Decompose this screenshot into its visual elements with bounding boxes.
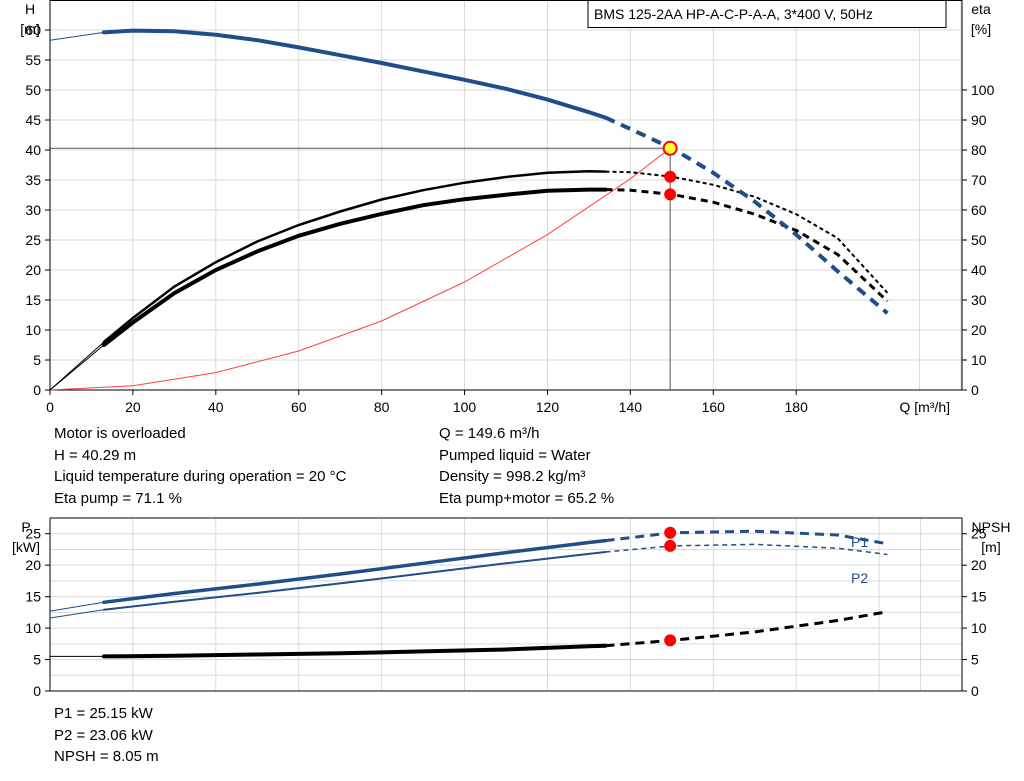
y-left-tick-label: 45 bbox=[25, 112, 41, 128]
y-right-tick-label: 5 bbox=[971, 652, 979, 668]
y-left-tick-label: 55 bbox=[25, 52, 41, 68]
y-right-axis-unit: [m] bbox=[981, 539, 1000, 555]
y-right-tick-label: 70 bbox=[971, 172, 987, 188]
x-tick-label: 160 bbox=[702, 399, 726, 415]
npsh-duty-marker bbox=[664, 634, 677, 647]
y-left-tick-label: 60 bbox=[25, 22, 41, 38]
npsh-value: NPSH = 8.05 m bbox=[54, 748, 159, 765]
x-tick-label: 20 bbox=[125, 399, 141, 415]
x-tick-label: 0 bbox=[46, 399, 54, 415]
p2-series-label: P2 bbox=[851, 570, 868, 586]
power-info: P1 = 25.15 kW P2 = 23.06 kW NPSH = 8.05 … bbox=[54, 703, 159, 768]
y-left-tick-label: 40 bbox=[25, 142, 41, 158]
duty-info-right: Q = 149.6 m³/h Pumped liquid = Water Den… bbox=[439, 423, 614, 509]
y-left-axis-unit: [kW] bbox=[12, 539, 40, 555]
y-right-axis-symbol: NPSH bbox=[972, 519, 1011, 535]
eta-pump-curve bbox=[102, 170, 607, 344]
y-left-tick-label: 5 bbox=[33, 652, 41, 668]
x-tick-label: 100 bbox=[453, 399, 477, 415]
y-right-tick-label: 25 bbox=[971, 526, 987, 542]
y-left-tick-label: 25 bbox=[25, 526, 41, 542]
y-left-tick-label: 10 bbox=[25, 322, 41, 338]
y-left-tick-label: 20 bbox=[25, 557, 41, 573]
chart-title: BMS 125-2AA HP-A-C-P-A-A, 3*400 V, 50Hz bbox=[594, 6, 873, 22]
y-left-tick-label: 25 bbox=[25, 232, 41, 248]
p1-value: P1 = 25.15 kW bbox=[54, 705, 153, 722]
p1-extended-segment bbox=[605, 529, 888, 546]
eta-pump-motor-duty-marker bbox=[664, 188, 677, 201]
y-right-axis-unit: [%] bbox=[971, 21, 991, 37]
p2-lowflow-segment bbox=[49, 609, 104, 619]
p1-duty-marker bbox=[664, 526, 677, 539]
y-right-tick-label: 60 bbox=[971, 202, 987, 218]
eta-pump-value: Eta pump = 71.1 % bbox=[54, 489, 182, 507]
y-right-tick-label: 0 bbox=[971, 382, 979, 398]
p1-lowflow-segment bbox=[49, 601, 104, 612]
y-right-tick-label: 20 bbox=[971, 557, 987, 573]
y-right-axis-symbol: eta bbox=[971, 1, 991, 17]
y-right-tick-label: 20 bbox=[971, 322, 987, 338]
y-right-tick-label: 40 bbox=[971, 262, 987, 278]
y-right-tick-label: 10 bbox=[971, 352, 987, 368]
eta-pump-extended-segment bbox=[605, 170, 889, 294]
head-efficiency-panel: 0 20 40 60 80 100 120 140 160 1800510152025303540… bbox=[20, 0, 995, 415]
x-tick-label: 120 bbox=[536, 399, 560, 415]
head-extended-segment bbox=[604, 115, 889, 315]
y-left-axis-unit: [m] bbox=[20, 21, 39, 37]
p2-value: P2 = 23.06 kW bbox=[54, 726, 153, 744]
y-right-tick-label: 80 bbox=[971, 142, 987, 158]
eta-pump-motor-value: Eta pump+motor = 65.2 % bbox=[439, 489, 615, 507]
head-curve bbox=[101, 28, 608, 120]
duty-info-left: Motor is overloaded H = 40.29 m Liquid t… bbox=[54, 423, 346, 509]
y-left-tick-label: 5 bbox=[33, 352, 41, 368]
y-right-tick-label: 100 bbox=[971, 82, 995, 98]
y-right-tick-label: 0 bbox=[971, 683, 979, 699]
eta-pump-duty-marker bbox=[664, 170, 677, 183]
npsh-extended-segment bbox=[605, 610, 888, 648]
x-tick-label: 40 bbox=[208, 399, 224, 415]
liquid-temperature: Liquid temperature during operation = 20… bbox=[54, 468, 347, 485]
y-right-tick-label: 10 bbox=[971, 620, 987, 636]
pumped-liquid: Pumped liquid = Water bbox=[439, 446, 591, 464]
y-left-axis-symbol: P bbox=[21, 519, 30, 535]
head-lowflow-segment bbox=[49, 31, 104, 41]
y-left-tick-label: 15 bbox=[25, 589, 41, 605]
x-axis-label: Q [m³/h] bbox=[899, 399, 950, 415]
y-right-tick-label: 50 bbox=[971, 232, 987, 248]
head-duty-marker bbox=[662, 140, 678, 156]
x-tick-label: 140 bbox=[619, 399, 643, 415]
motor-overloaded-note: Motor is overloaded bbox=[54, 425, 186, 442]
y-left-tick-label: 0 bbox=[33, 382, 41, 398]
system-curve bbox=[49, 147, 671, 391]
density-value: Density = 998.2 kg/m³ bbox=[439, 468, 586, 485]
y-left-tick-label: 15 bbox=[25, 292, 41, 308]
x-tick-label: 60 bbox=[291, 399, 307, 415]
p1-series-label: P1 bbox=[851, 534, 868, 550]
y-left-tick-label: 50 bbox=[25, 82, 41, 98]
y-right-tick-label: 15 bbox=[971, 589, 987, 605]
y-left-tick-label: 10 bbox=[25, 620, 41, 636]
eta-pump-motor-lowflow-segment bbox=[49, 344, 105, 391]
x-tick-label: 80 bbox=[374, 399, 390, 415]
p2-curve bbox=[102, 551, 607, 611]
y-left-tick-label: 0 bbox=[33, 683, 41, 699]
y-left-tick-label: 30 bbox=[25, 202, 41, 218]
y-right-tick-label: 30 bbox=[971, 292, 987, 308]
y-right-tick-label: 90 bbox=[971, 112, 987, 128]
p1-curve bbox=[102, 538, 608, 605]
x-tick-label: 180 bbox=[785, 399, 809, 415]
y-left-tick-label: 20 bbox=[25, 262, 41, 278]
flow-value: Q = 149.6 m³/h bbox=[439, 425, 540, 442]
title-box bbox=[587, 0, 947, 28]
y-left-tick-label: 35 bbox=[25, 172, 41, 188]
head-value: H = 40.29 m bbox=[54, 446, 137, 464]
p2-duty-marker bbox=[664, 539, 677, 552]
eta-pump-motor-curve bbox=[101, 187, 608, 347]
npsh-curve bbox=[101, 643, 608, 659]
y-left-axis-symbol: H bbox=[25, 1, 35, 17]
